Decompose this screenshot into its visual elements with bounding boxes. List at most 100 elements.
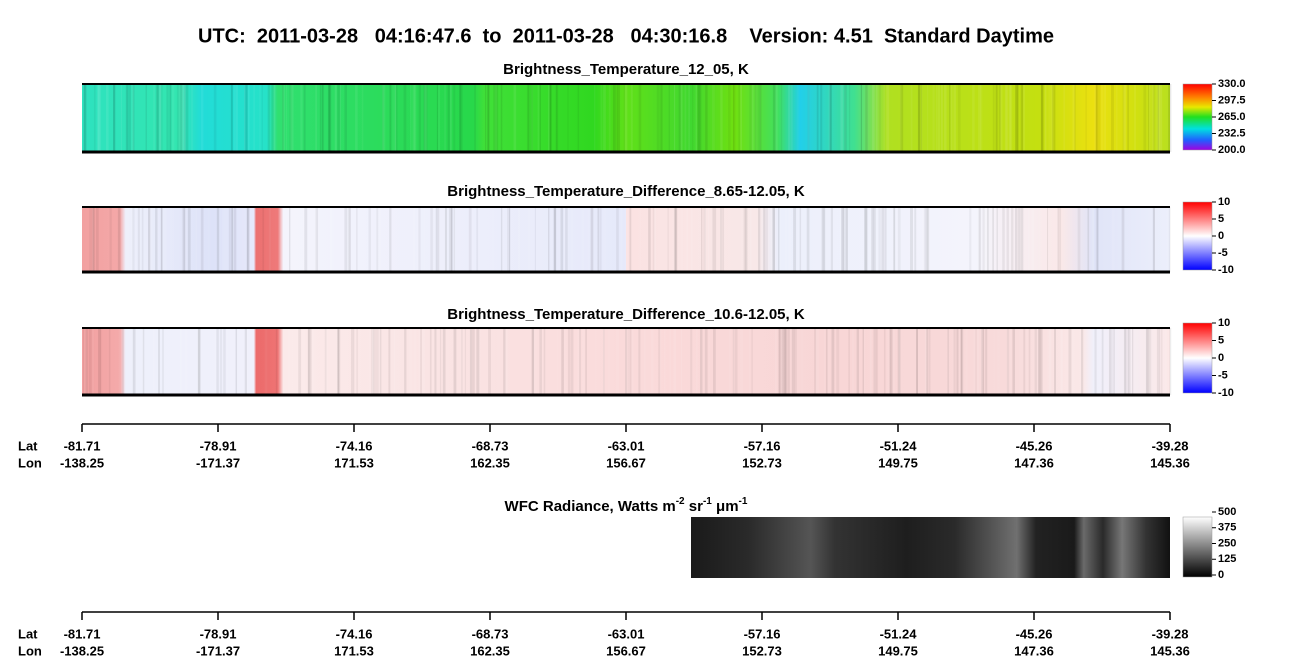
texture-stripe — [1160, 84, 1162, 152]
texture-stripe — [1041, 84, 1044, 152]
texture-stripe — [595, 328, 596, 395]
texture-stripe — [1087, 207, 1089, 272]
texture-stripe — [262, 84, 263, 152]
texture-stripe — [972, 84, 975, 152]
texture-stripe — [177, 328, 179, 395]
texture-stripe — [262, 207, 264, 272]
texture-stripe — [216, 328, 219, 395]
texture-stripe — [578, 84, 580, 152]
texture-stripe — [1007, 207, 1009, 272]
texture-stripe — [953, 84, 955, 152]
texture-stripe — [409, 328, 411, 395]
texture-stripe — [96, 207, 99, 272]
texture-stripe — [844, 84, 846, 152]
texture-stripe — [957, 328, 958, 395]
texture-stripe — [309, 328, 312, 395]
texture-stripe — [445, 207, 447, 272]
texture-stripe — [1029, 328, 1031, 395]
texture-stripe — [651, 328, 654, 395]
texture-stripe — [914, 207, 916, 272]
texture-stripe — [713, 328, 716, 395]
texture-stripe — [291, 207, 293, 272]
texture-stripe — [1059, 207, 1061, 272]
texture-stripe — [997, 207, 998, 272]
texture-stripe — [1149, 328, 1152, 395]
texture-stripe — [1023, 84, 1025, 152]
texture-stripe — [765, 207, 768, 272]
texture-stripe — [259, 84, 261, 152]
texture-stripe — [372, 207, 373, 272]
texture-stripe — [781, 328, 783, 395]
texture-stripe — [1063, 84, 1065, 152]
texture-stripe — [918, 84, 920, 152]
texture-stripe — [879, 84, 881, 152]
texture-stripe — [936, 84, 937, 152]
colorbar-label: 5 — [1218, 213, 1224, 225]
texture-stripe — [752, 84, 754, 152]
texture-stripe — [886, 84, 889, 152]
texture-stripe — [1169, 207, 1171, 272]
texture-stripe — [1047, 207, 1048, 272]
texture-stripe — [222, 207, 225, 272]
texture-stripe — [564, 207, 565, 272]
texture-stripe — [760, 84, 762, 152]
texture-stripe — [389, 84, 391, 152]
colorbar — [1183, 323, 1212, 393]
texture-stripe — [974, 207, 975, 272]
texture-stripe — [1078, 207, 1081, 272]
texture-stripe — [304, 207, 307, 272]
texture-stripe — [404, 328, 406, 395]
colorbar-label: 250 — [1218, 537, 1236, 549]
texture-stripe — [969, 207, 971, 272]
texture-stripe — [929, 328, 931, 395]
texture-stripe — [681, 328, 682, 395]
texture-stripe — [1131, 328, 1132, 395]
texture-stripe — [253, 328, 256, 395]
texture-stripe — [330, 207, 333, 272]
texture-stripe — [1021, 207, 1024, 272]
texture-stripe — [392, 84, 394, 152]
texture-stripe — [1020, 84, 1023, 152]
texture-stripe — [1060, 328, 1062, 395]
texture-stripe — [836, 328, 839, 395]
texture-stripe — [998, 328, 999, 395]
colorbar-label: 500 — [1218, 506, 1236, 518]
panel-title: Brightness_Temperature_Difference_10.6-1… — [447, 306, 805, 323]
texture-stripe — [788, 84, 791, 152]
texture-stripe — [616, 207, 619, 272]
texture-stripe — [348, 207, 350, 272]
texture-stripe — [1153, 207, 1155, 272]
texture-stripe — [1011, 207, 1013, 272]
texture-stripe — [351, 328, 354, 395]
texture-stripe — [692, 84, 693, 152]
texture-stripe — [472, 328, 474, 395]
lat-value: -81.71 — [64, 438, 101, 453]
texture-stripe — [560, 207, 563, 272]
texture-stripe — [740, 328, 743, 395]
texture-stripe — [368, 328, 370, 395]
texture-stripe — [758, 207, 760, 272]
texture-stripe — [876, 84, 877, 152]
texture-stripe — [247, 207, 250, 272]
texture-stripe — [337, 328, 338, 395]
panel-title: Brightness_Temperature_12_05, K — [503, 61, 749, 78]
panel-title: Brightness_Temperature_Difference_8.65-1… — [447, 183, 805, 200]
title-part: μm — [712, 498, 739, 515]
texture-stripe — [420, 328, 422, 395]
texture-stripe — [333, 207, 334, 272]
texture-stripe — [824, 207, 826, 272]
texture-stripe — [696, 328, 697, 395]
texture-stripe — [657, 84, 660, 152]
texture-stripe — [844, 207, 846, 272]
texture-stripe — [629, 207, 631, 272]
texture-stripe — [287, 207, 289, 272]
texture-stripe — [454, 328, 457, 395]
texture-stripe — [966, 328, 968, 395]
texture-stripe — [167, 328, 170, 395]
texture-stripe — [410, 84, 412, 152]
texture-stripe — [712, 207, 714, 272]
texture-stripe — [507, 328, 508, 395]
lat-value: -45.26 — [1016, 438, 1053, 453]
texture-stripe — [1127, 84, 1129, 152]
texture-stripe — [538, 84, 540, 152]
